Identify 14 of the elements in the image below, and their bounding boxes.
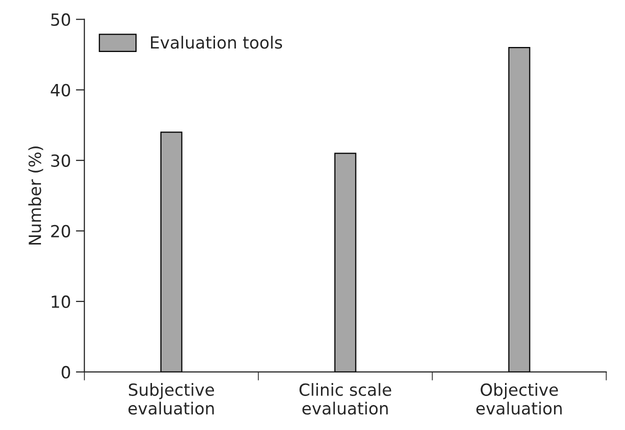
bar	[160, 132, 182, 372]
y-axis-title: Number (%)	[28, 146, 44, 245]
y-tick-label: 20	[51, 224, 70, 238]
bar	[508, 47, 530, 372]
y-tick-label: 0	[62, 366, 70, 379]
x-tick-label: Subjective evaluation	[128, 383, 214, 415]
y-tick-label: 10	[52, 295, 70, 308]
y-tick-label: 30	[51, 154, 70, 167]
x-tick-label: Clinic scale evaluation	[300, 383, 392, 415]
y-tick-label: 50	[51, 13, 70, 26]
y-tick-label: 40	[50, 84, 70, 96]
bar	[334, 152, 356, 372]
x-tick-label: Objective evaluation	[476, 383, 562, 415]
legend-label: Evaluation tools	[151, 36, 282, 49]
